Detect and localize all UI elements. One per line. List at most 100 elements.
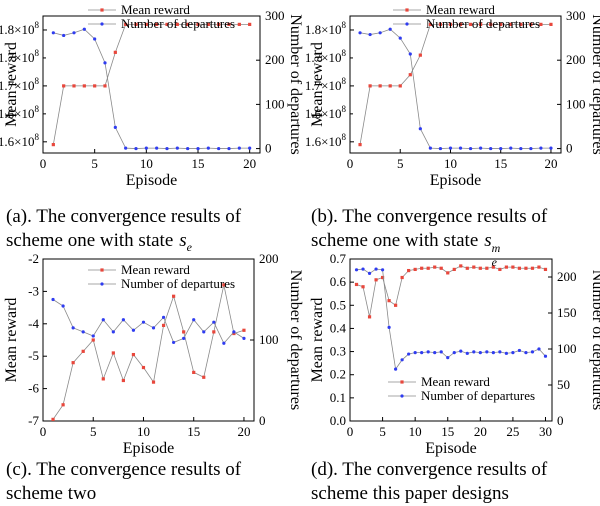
y2-tick-label: 0 — [566, 141, 573, 156]
departures-point — [387, 325, 391, 329]
mean-reward-point — [61, 403, 65, 407]
caption-a-text: scheme one with state — [6, 230, 174, 251]
departures-point — [242, 336, 246, 340]
mean-reward-point — [543, 267, 548, 272]
mean-reward-point — [387, 299, 391, 303]
x-axis-title: Episode — [430, 172, 482, 189]
legend-marker — [405, 8, 409, 12]
chart-panel-b: 0 5 10 15 20 1.6×108 1.7×108 1.8×108 1.6×108 1.7×… — [305, 2, 600, 189]
x-tick-label: 0 — [40, 424, 47, 439]
mean-reward-point — [458, 22, 463, 26]
departures-point — [380, 268, 385, 272]
mean-reward-point — [459, 264, 463, 268]
y-minor-tick-label: 1.6×108 — [305, 104, 347, 121]
caption-b: (b). The convergence results of scheme o… — [311, 205, 547, 269]
mean-reward-point — [358, 143, 362, 147]
mean-reward-point — [485, 266, 489, 270]
mean-reward-point — [465, 266, 469, 270]
x-tick-label: 10 — [409, 424, 422, 439]
departures-point — [51, 31, 55, 35]
mean-reward-point — [380, 275, 385, 280]
departures-point — [479, 146, 483, 150]
departures-point — [426, 350, 430, 354]
departures-point — [368, 32, 372, 37]
departures-point — [354, 268, 359, 272]
caption-d: (d). The convergence results of scheme t… — [311, 458, 547, 506]
x-tick-label: 15 — [192, 156, 205, 171]
departures-point — [428, 146, 432, 150]
departures-point — [398, 36, 402, 40]
state-subscript: e — [491, 255, 497, 269]
x-tick-label: 20 — [474, 424, 487, 439]
state-superscript: m — [491, 241, 501, 255]
caption-a: (a). The convergence results of scheme o… — [6, 205, 241, 259]
mean-reward-point — [394, 303, 398, 307]
departures-point — [530, 350, 535, 354]
departures-point — [504, 351, 508, 355]
y2-tick-label: 100 — [259, 332, 279, 347]
mean-reward-point — [468, 22, 473, 26]
x-tick-label: 20 — [243, 156, 256, 171]
departures-point — [485, 350, 489, 354]
mean-reward-point — [498, 267, 502, 272]
mean-reward-point — [248, 22, 252, 26]
plot-frame — [349, 258, 553, 422]
mean-reward-point — [491, 265, 495, 269]
departures-point — [91, 334, 95, 338]
departures-point — [517, 348, 522, 353]
departures-point — [468, 146, 473, 151]
mean-reward-point — [196, 22, 200, 26]
departures-point — [141, 320, 146, 324]
legend-marker — [100, 8, 104, 12]
y2-tick-label: 200 — [566, 52, 586, 67]
caption-c-line2: scheme two — [6, 483, 97, 504]
series-line-departures — [356, 268, 546, 371]
mean-reward-point — [478, 266, 482, 270]
departures-point — [196, 146, 200, 151]
mean-reward-point — [141, 365, 146, 370]
legend-marker — [100, 282, 104, 286]
departures-point — [539, 146, 543, 150]
x-tick-label: 0 — [347, 424, 354, 439]
departures-point — [124, 146, 128, 150]
mean-reward-point — [111, 351, 115, 355]
y-minor-tick-label: 1.7×108 — [305, 48, 347, 65]
mean-reward-point — [509, 22, 513, 26]
x-tick-label: 30 — [539, 424, 552, 439]
y-tick-label: -6 — [28, 381, 39, 396]
y-minor-tick-label: 1.7×108 — [0, 48, 40, 65]
legend-label-departures: Number of departures — [121, 16, 235, 31]
departures-point — [111, 330, 115, 334]
x-tick-label: 15 — [441, 424, 454, 439]
state-symbol: s — [484, 230, 492, 251]
x-tick-label: 5 — [397, 156, 404, 171]
legend-marker — [400, 380, 404, 384]
departures-point — [478, 351, 482, 355]
x-tick-label: 5 — [379, 424, 386, 439]
y2-axis-title: Number of departures — [287, 270, 304, 410]
departures-point — [438, 146, 443, 151]
caption-a-line2: scheme one with state se — [6, 229, 241, 259]
series-line-mean-reward — [359, 23, 551, 145]
y-tick-label: 0.3 — [330, 344, 346, 359]
y-axis-title: Mean reward — [309, 298, 326, 383]
departures-point — [458, 146, 463, 150]
series-line-mean-reward — [52, 23, 250, 145]
departures-point — [217, 146, 221, 151]
legend-label-departures: Number of departures — [121, 276, 235, 291]
departures-point — [420, 351, 424, 355]
state-subscript: e — [186, 239, 192, 254]
y-tick-label: 0.4 — [330, 320, 347, 335]
departures-point — [248, 146, 252, 150]
mean-reward-point — [172, 294, 176, 298]
caption-b-line2: scheme one with state s m e — [311, 229, 547, 269]
mean-reward-point — [237, 22, 241, 26]
mean-reward-point — [446, 271, 450, 275]
mean-reward-point — [537, 265, 541, 269]
mean-reward-point — [413, 267, 417, 272]
y2-tick-label: 300 — [566, 8, 586, 23]
x-tick-label: 10 — [444, 156, 457, 171]
